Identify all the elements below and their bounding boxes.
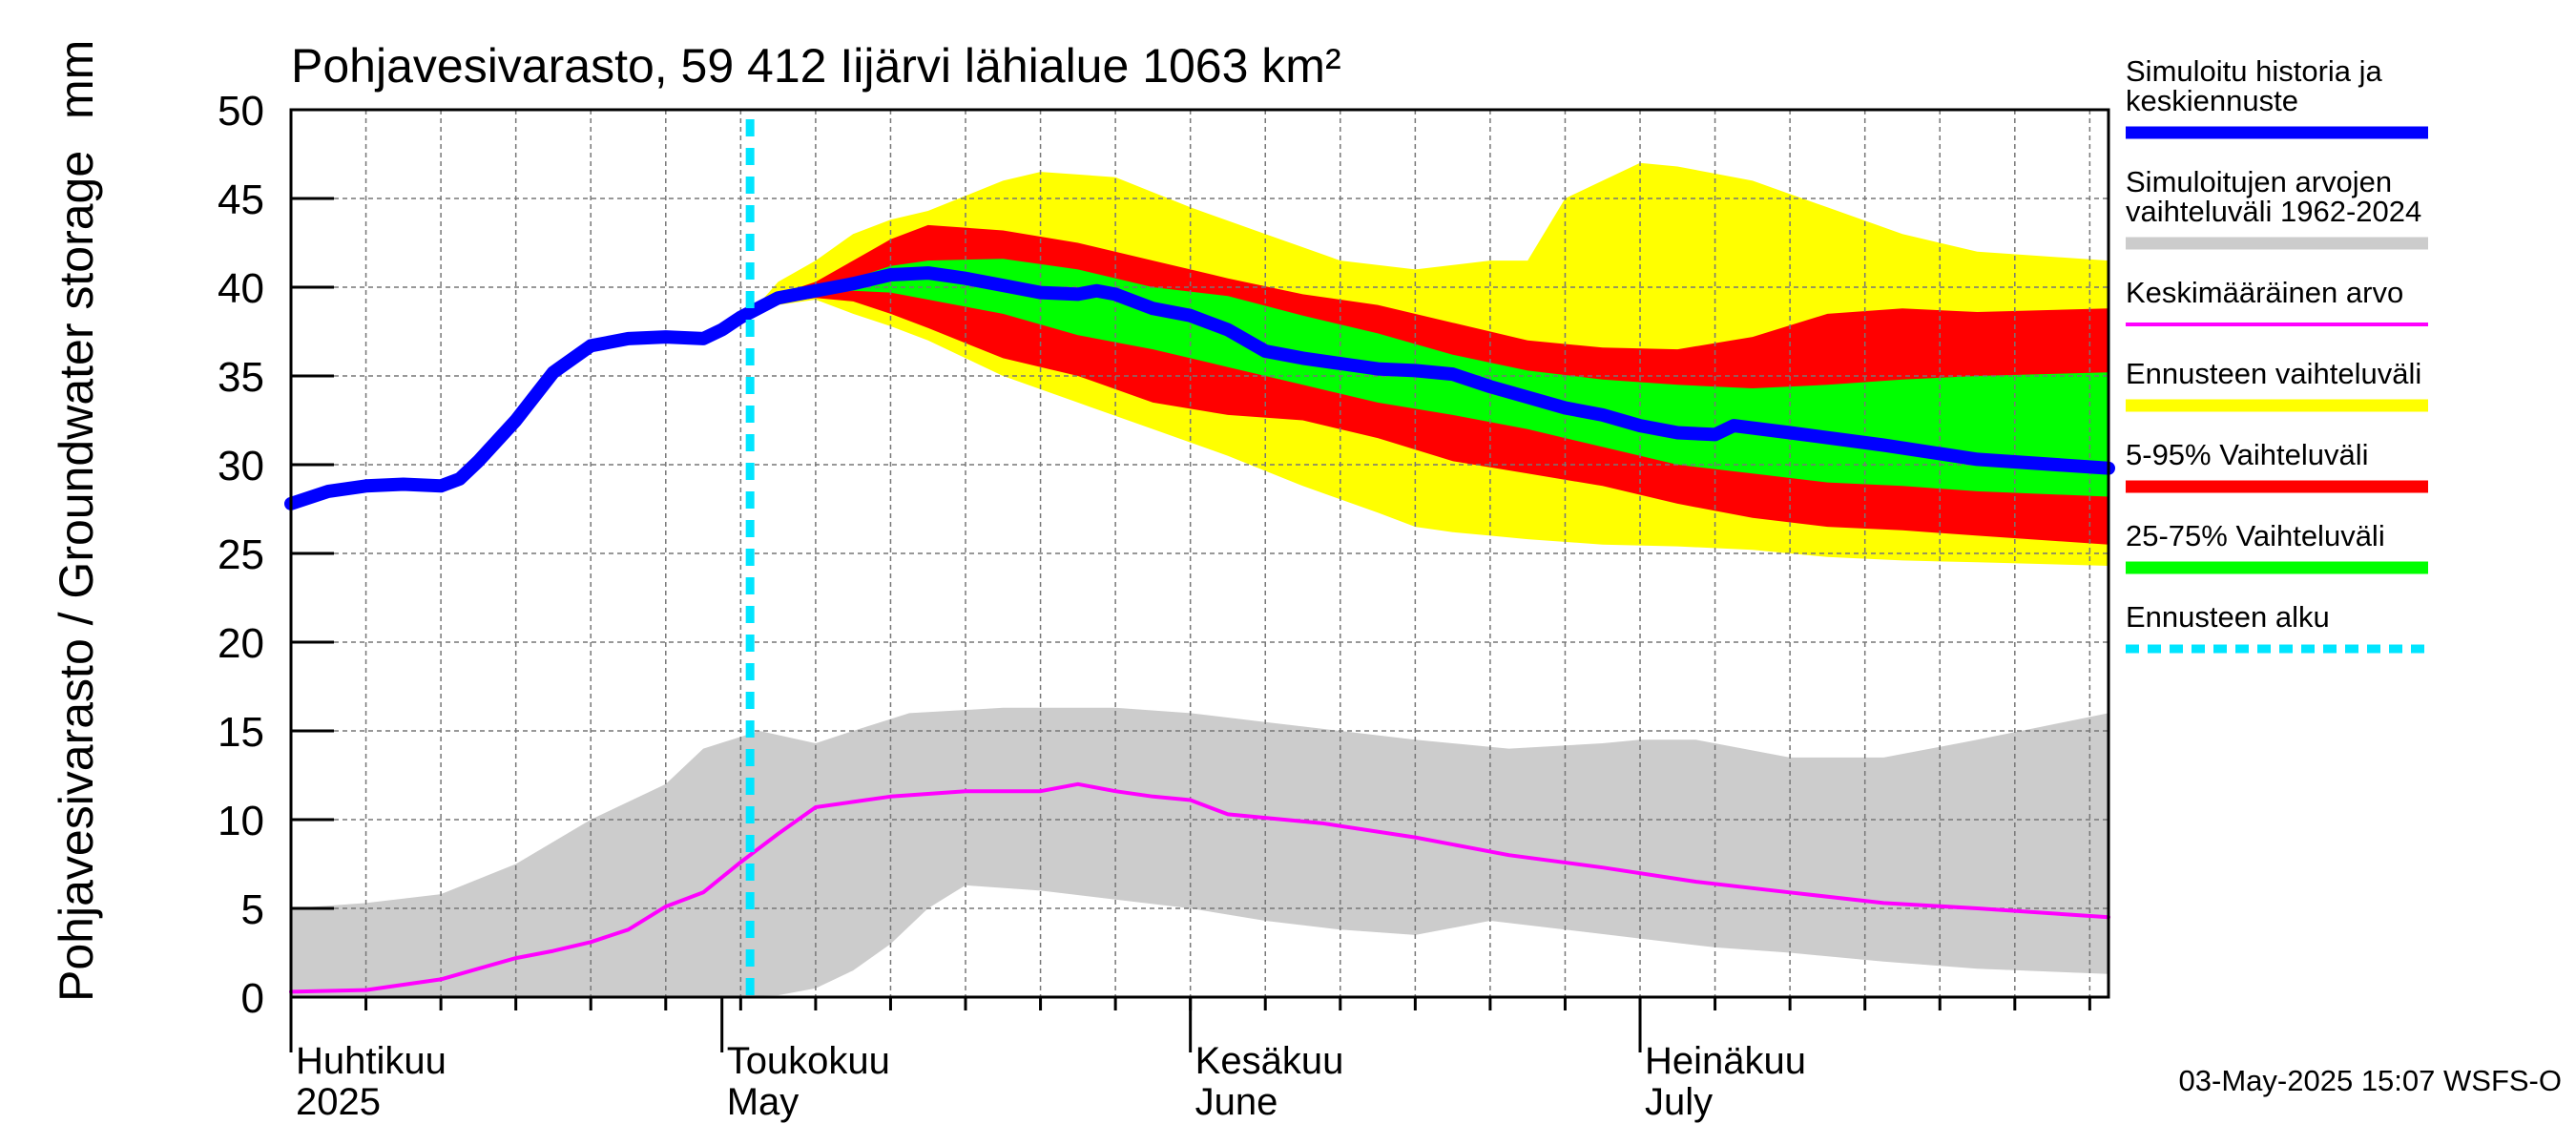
- y-tick-label: 0: [241, 975, 264, 1022]
- legend: Simuloitu historia ja keskiennusteSimuloi…: [2126, 54, 2428, 654]
- y-tick-label: 35: [218, 354, 264, 401]
- legend-label-line: 25-75% Vaihteluväli: [2126, 519, 2385, 552]
- band-range-sim: [291, 707, 2109, 997]
- legend-label: Simuloitujen arvojen vaihteluväli 1962-20…: [2126, 165, 2421, 228]
- grid-layer: [291, 110, 2109, 997]
- plot-area: [284, 108, 2115, 999]
- legend-label-line: Ennusteen vaihteluväli: [2126, 357, 2421, 390]
- legend-entry-p25-75: 25-75% Vaihteluväli: [2126, 519, 2428, 574]
- legend-label: 25-75% Vaihteluväli: [2126, 519, 2385, 552]
- legend-label-line: 5-95% Vaihteluväli: [2126, 438, 2368, 471]
- month-label-fi: Heinäkuu: [1645, 1040, 1806, 1082]
- y-tick-label: 5: [241, 886, 264, 933]
- legend-label-line: Simuloitujen arvojen: [2126, 165, 2392, 198]
- y-tick-label: 30: [218, 443, 264, 489]
- timestamp: 03-May-2025 15:07 WSFS-O: [2179, 1064, 2562, 1097]
- month-label-en: May: [727, 1081, 800, 1123]
- legend-label-line: Simuloitu historia ja: [2126, 54, 2383, 88]
- y-tick-label: 40: [218, 265, 264, 312]
- legend-entry-p5-95: 5-95% Vaihteluväli: [2126, 438, 2428, 493]
- y-tick-label: 50: [218, 88, 264, 135]
- legend-entry-forecast-range: Ennusteen vaihteluväli: [2126, 357, 2428, 412]
- series-mean: [289, 781, 2110, 994]
- y-tick-label: 25: [218, 531, 264, 578]
- legend-label: Ennusteen alku: [2126, 600, 2330, 634]
- month-label-fi: Toukokuu: [727, 1040, 890, 1082]
- legend-label: Ennusteen vaihteluväli: [2126, 357, 2421, 390]
- y-tick-label: 15: [218, 709, 264, 756]
- legend-entry-forecast-start: Ennusteen alku: [2126, 600, 2428, 654]
- month-label-fi: Huhtikuu: [296, 1040, 447, 1082]
- lines-layer: [284, 119, 2115, 997]
- y-tick-label: 45: [218, 177, 264, 223]
- legend-entry-history: Simuloitu historia ja keskiennuste: [2126, 54, 2428, 139]
- month-label-en: 2025: [296, 1081, 381, 1123]
- month-label-fi: Kesäkuu: [1195, 1040, 1344, 1082]
- legend-entry-range-sim: Simuloitujen arvojen vaihteluväli 1962-20…: [2126, 165, 2428, 250]
- legend-label-line: vaihteluväli 1962-2024: [2126, 195, 2421, 228]
- legend-entry-mean: Keskimääräinen arvo: [2126, 276, 2428, 326]
- legend-label: Keskimääräinen arvo: [2126, 276, 2403, 309]
- y-axis: 0 5 10 15 20 25 30 35 40 45 50: [218, 88, 334, 1022]
- chart-title: Pohjavesivarasto, 59 412 Iijärvi lähialu…: [291, 39, 1341, 93]
- legend-label-line: keskiennuste: [2126, 84, 2298, 117]
- y-axis-unit: mm: [50, 40, 103, 119]
- y-tick-label: 10: [218, 798, 264, 844]
- legend-label-line: Keskimääräinen arvo: [2126, 276, 2403, 309]
- y-axis-label: Pohjavesivarasto / Groundwater storage: [50, 151, 103, 1002]
- y-tick-label: 20: [218, 620, 264, 667]
- month-label-en: July: [1645, 1081, 1713, 1123]
- legend-label: 5-95% Vaihteluväli: [2126, 438, 2368, 471]
- month-label-en: June: [1195, 1081, 1278, 1123]
- series-history: [284, 266, 2115, 510]
- legend-label: Simuloitu historia ja keskiennuste: [2126, 54, 2383, 117]
- legend-label-line: Ennusteen alku: [2126, 600, 2330, 634]
